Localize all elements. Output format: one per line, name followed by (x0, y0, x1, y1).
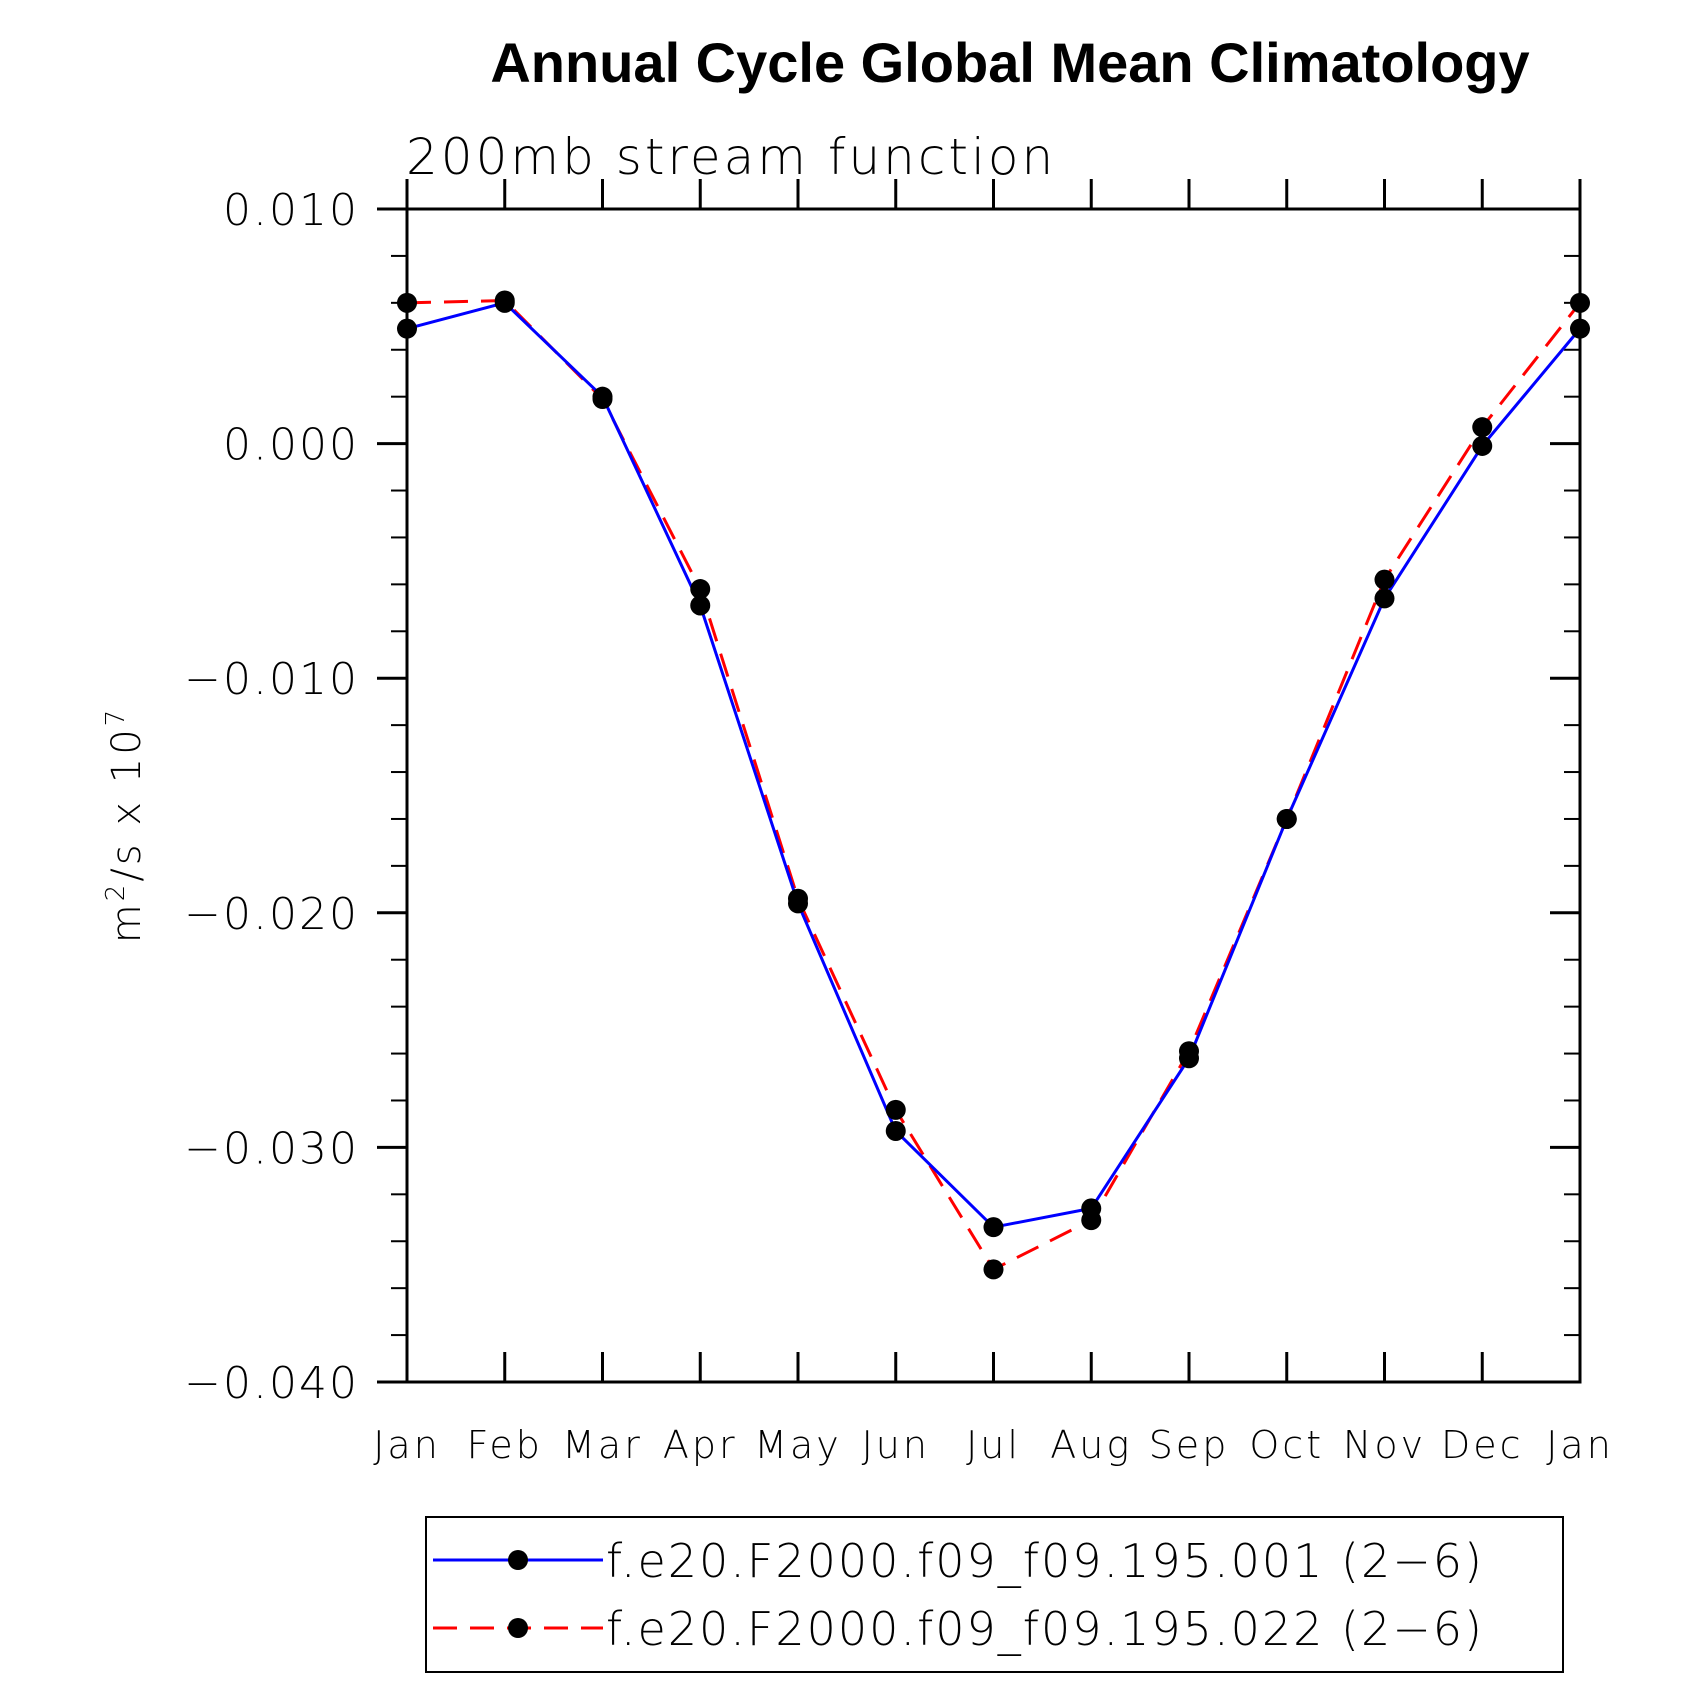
series-layer (397, 290, 1590, 1280)
x-tick-label: Jul (966, 1423, 1021, 1467)
series-2-point (1179, 1041, 1199, 1062)
y-axis-label: m2/s x 107 (101, 707, 150, 943)
series-2-point (1570, 292, 1590, 313)
series-line-1 (406, 301, 1582, 1229)
legend-label-2: f.e20.F2000.f09_f09.195.022 (2−6) (606, 1602, 1484, 1656)
y-tick-label: −0.010 (184, 654, 359, 705)
series-2-point (494, 290, 515, 311)
x-tick-label: Mar (562, 1423, 643, 1467)
series-1-point (1472, 435, 1493, 456)
legend-box (425, 1516, 1564, 1673)
series-1-point (690, 595, 711, 616)
y-tick-label: −0.040 (184, 1358, 359, 1409)
series-1-point (397, 318, 417, 339)
legend-label-1: f.e20.F2000.f09_f09.195.001 (2−6) (606, 1534, 1484, 1588)
x-tick-label: Jan (1546, 1423, 1614, 1467)
series-2-point (1276, 808, 1297, 829)
x-tick-label: Dec (1441, 1423, 1524, 1467)
series-2-point (397, 292, 417, 313)
legend-marker-1 (508, 1550, 528, 1570)
axes: 0.010 0.000 −0.010 −0.020 −0.030 −0.040 Jan Feb… (184, 179, 1614, 1467)
y-tick-label: 0.010 (223, 185, 359, 236)
series-1-point (885, 1120, 906, 1141)
y-axis-label-base: m (104, 901, 150, 943)
y-tick-label: 0.000 (223, 420, 359, 471)
x-tick-label: Jan (373, 1423, 441, 1467)
series-2-point (1374, 569, 1395, 590)
series-2-point (885, 1099, 906, 1120)
series-2-point (1472, 417, 1493, 438)
series-2-point (788, 888, 808, 909)
chart-title: Annual Cycle Global Mean Climatology (490, 31, 1529, 94)
series-2-point (1081, 1210, 1102, 1231)
series-line-2 (406, 298, 1582, 1272)
plot-frame (405, 207, 1582, 1384)
x-tick-label: Oct (1249, 1423, 1324, 1467)
series-2-point (983, 1259, 1004, 1280)
series-1-point (983, 1217, 1004, 1238)
series-2-point (690, 579, 711, 600)
x-tick-label: Feb (467, 1423, 543, 1467)
x-tick-label: Jun (862, 1423, 930, 1467)
y-axis-label-sup1: 2 (101, 882, 131, 902)
legend: f.e20.F2000.f09_f09.195.001 (2−6) f.e20.F… (425, 1516, 1564, 1673)
chart-subtitle: 200mb stream function (406, 128, 1056, 186)
series-1-point (1374, 588, 1395, 609)
legend-marker-2 (508, 1618, 528, 1638)
x-tick-label: Aug (1050, 1423, 1132, 1467)
x-tick-label: Apr (663, 1423, 738, 1467)
y-axis-label-sup2: 7 (101, 707, 131, 727)
y-axis-label-mid: /s x 10 (104, 726, 150, 881)
x-tick-label: Sep (1149, 1423, 1230, 1467)
series-1-point (1570, 318, 1590, 339)
x-tick-label: Nov (1343, 1423, 1426, 1467)
y-tick-label: −0.030 (184, 1123, 359, 1174)
x-tick-label: May (754, 1423, 842, 1467)
y-tick-label: −0.020 (184, 889, 359, 940)
series-2-point (592, 389, 613, 410)
